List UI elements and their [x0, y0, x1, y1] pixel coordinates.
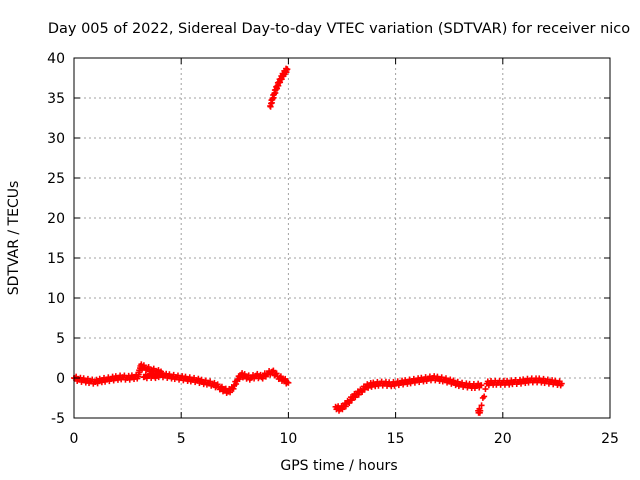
data-point-fill [270, 367, 277, 374]
x-tick-label: 25 [601, 431, 619, 447]
y-tick-label: 25 [47, 171, 65, 187]
axes: 0 5 10 15 20 25 -5 0 5 10 15 20 25 30 35 40 [47, 51, 619, 447]
data-point-fill [273, 370, 280, 377]
y-tick-label: 30 [47, 131, 65, 147]
x-tick-label: 0 [70, 431, 79, 447]
data-point-fill [277, 373, 284, 380]
y-tick-label: 5 [56, 331, 65, 347]
y-tick-label: 15 [47, 251, 65, 267]
x-tick-label: 15 [387, 431, 405, 447]
x-tick-label: 20 [494, 431, 512, 447]
chart-title: Day 005 of 2022, Sidereal Day-to-day VTE… [48, 21, 630, 37]
x-axis-label: GPS time / hours [280, 458, 397, 474]
y-tick-label: 0 [56, 371, 65, 387]
y-axis-label: SDTVAR / TECUs [6, 181, 22, 296]
x-tick-label: 5 [177, 431, 186, 447]
data-point-fill [218, 383, 225, 390]
data-point [269, 368, 276, 375]
data-point [477, 407, 484, 414]
data-point [558, 380, 565, 387]
data-point-fill [236, 376, 243, 383]
data-point-fill [478, 402, 485, 409]
data-point-fill [481, 393, 488, 400]
data-point-fill [230, 385, 237, 392]
y-tick-label: 10 [47, 291, 65, 307]
data-point-fill [233, 381, 240, 387]
y-tick-label: -5 [51, 411, 65, 427]
data-points [71, 65, 565, 416]
y-tick-label: 35 [47, 91, 65, 107]
data-point-fill [482, 386, 489, 393]
data-point [478, 382, 485, 389]
x-tick-label: 10 [279, 431, 297, 447]
y-tick-label: 20 [47, 211, 65, 227]
data-point-fill [348, 397, 355, 404]
data-point [285, 379, 292, 386]
data-point [284, 66, 291, 73]
data-point-fill [282, 375, 289, 382]
data-point-fill [361, 386, 368, 393]
plot-frame [73, 57, 611, 419]
y-tick-label: 40 [47, 51, 65, 67]
